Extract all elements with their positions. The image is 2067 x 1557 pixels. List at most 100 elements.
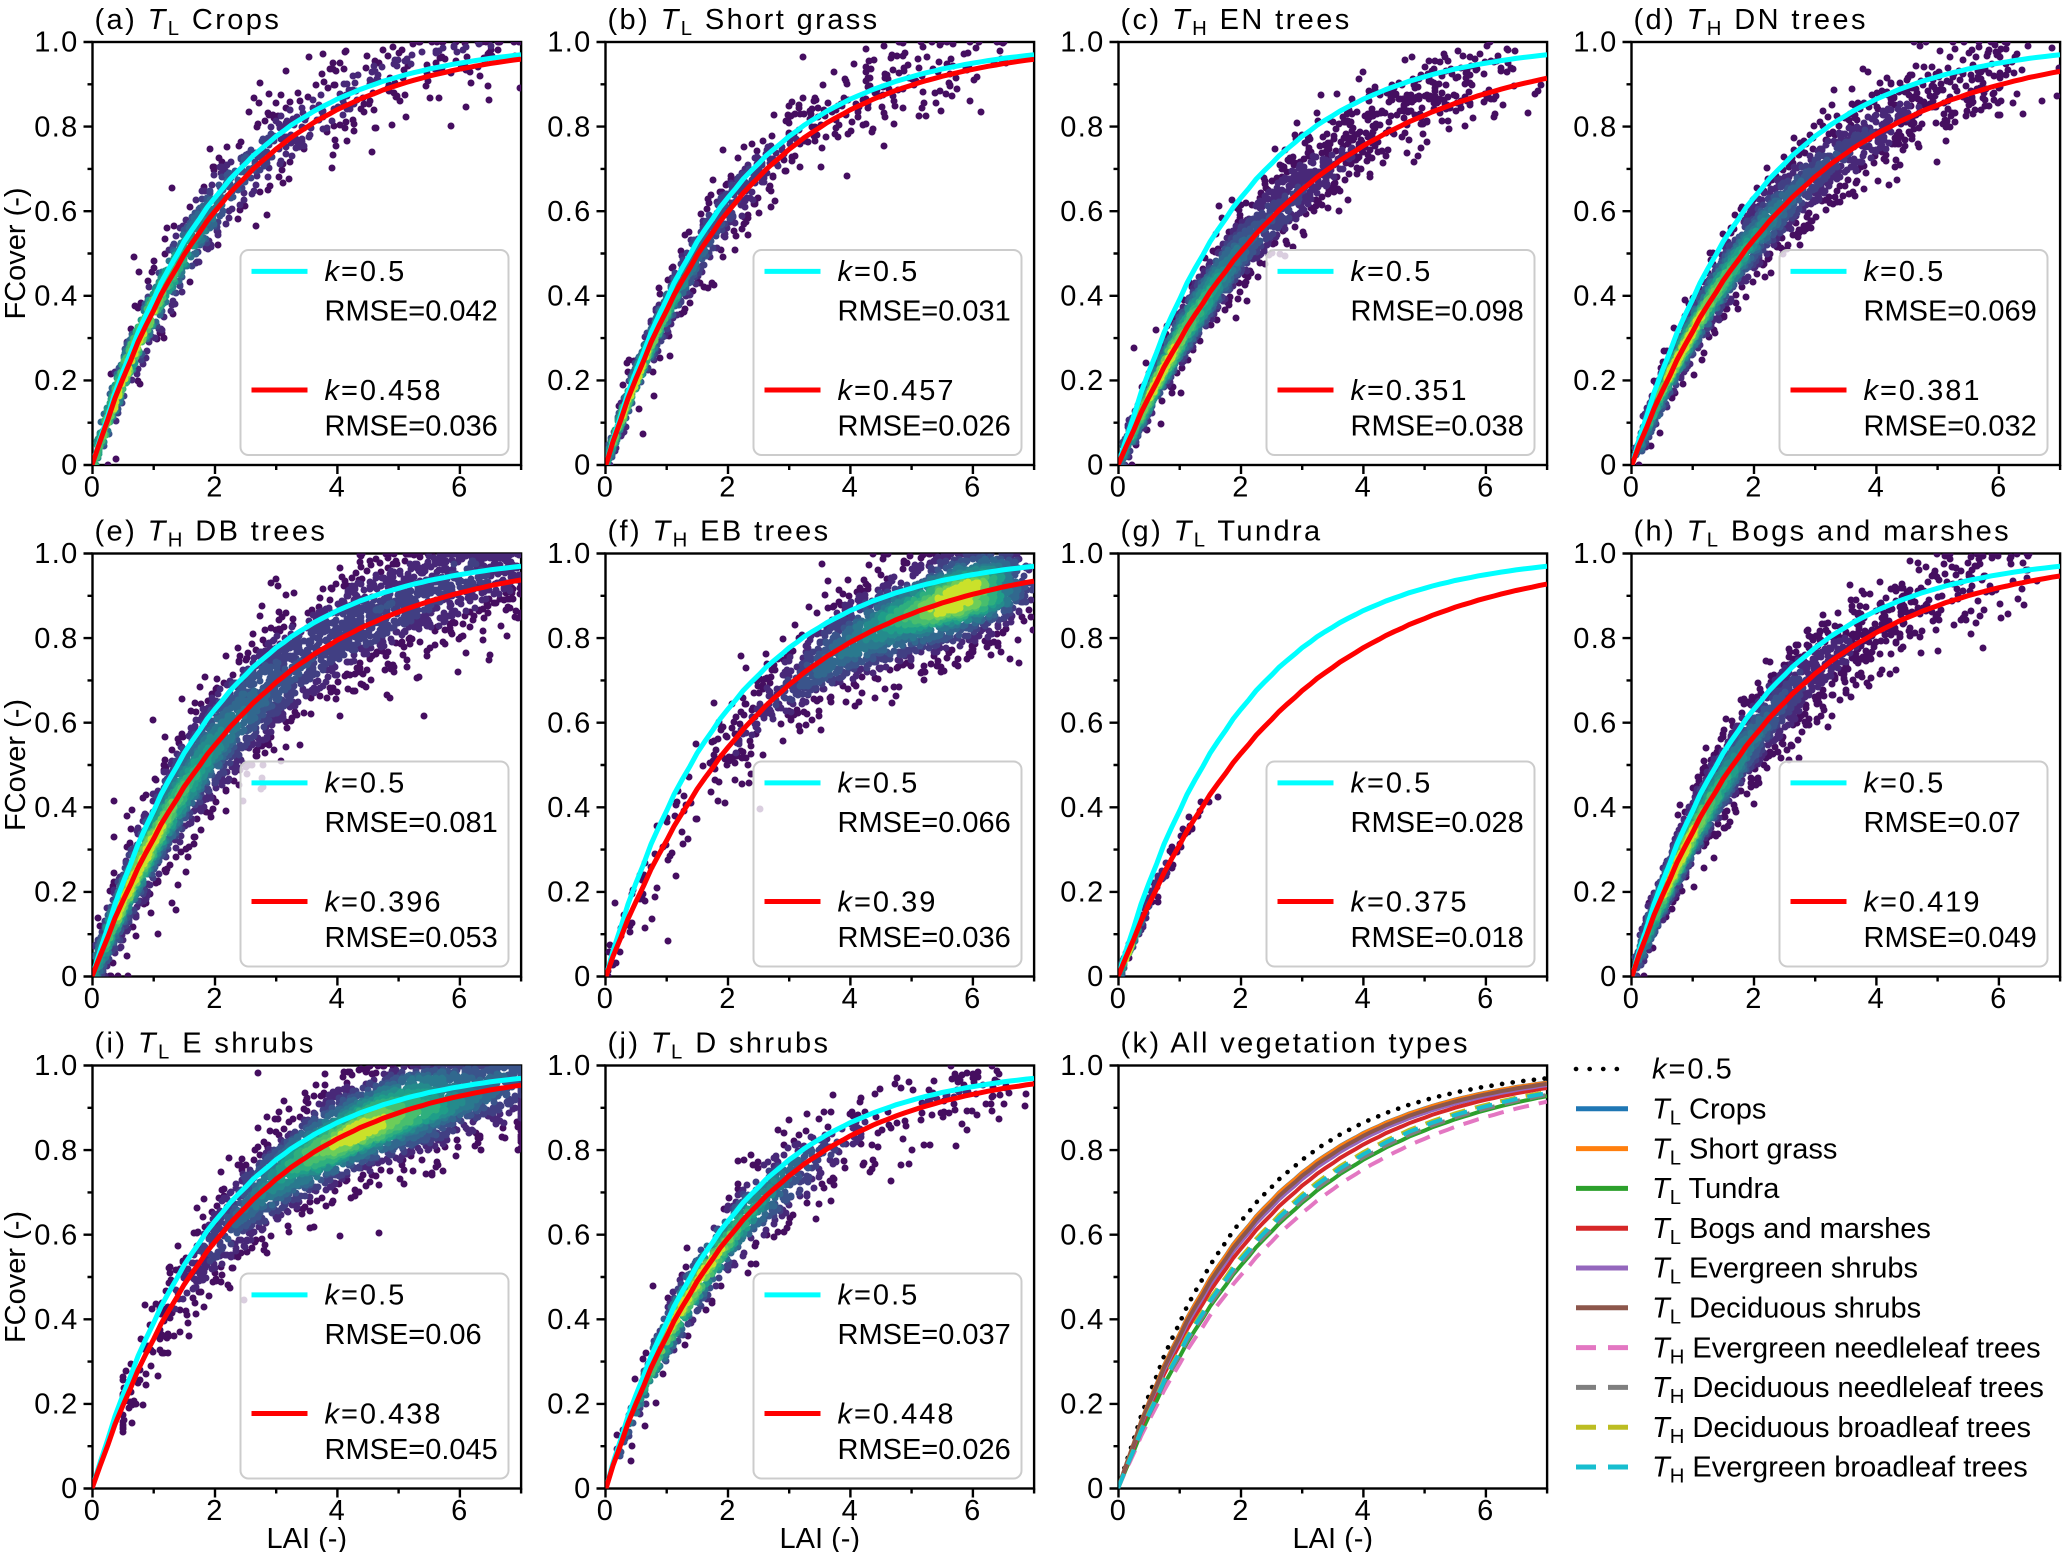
svg-text:0: 0 xyxy=(1110,1495,1127,1527)
svg-text:RMSE=0.042: RMSE=0.042 xyxy=(325,296,498,328)
svg-text:RMSE=0.018: RMSE=0.018 xyxy=(1351,922,1524,954)
svg-text:0: 0 xyxy=(574,450,591,482)
svg-text:0.4: 0.4 xyxy=(1060,1304,1104,1336)
svg-text:6: 6 xyxy=(451,983,468,1015)
svg-text:0: 0 xyxy=(61,961,78,993)
svg-text:FCover (-): FCover (-) xyxy=(0,699,32,831)
svg-text:2: 2 xyxy=(719,1495,736,1527)
svg-text:RMSE=0.036: RMSE=0.036 xyxy=(838,922,1011,954)
svg-text:TL​ Bogs and marshes: TL​ Bogs and marshes xyxy=(1652,1213,1931,1249)
svg-text:0.4: 0.4 xyxy=(34,1304,78,1336)
svg-text:1.0: 1.0 xyxy=(547,538,591,570)
svg-text:TL​ Short grass: TL​ Short grass xyxy=(1652,1133,1837,1169)
svg-text:(i) TL​ E shrubs: (i) TL​ E shrubs xyxy=(95,1028,316,1064)
svg-text:0: 0 xyxy=(597,983,614,1015)
svg-text:TH​ Evergreen needleleaf trees: TH​ Evergreen needleleaf trees xyxy=(1652,1332,2041,1368)
svg-text:2: 2 xyxy=(206,472,223,504)
svg-text:1.0: 1.0 xyxy=(1573,27,1617,59)
svg-text:TL​ Tundra: TL​ Tundra xyxy=(1652,1173,1780,1209)
svg-text:(j) TL​ D shrubs: (j) TL​ D shrubs xyxy=(608,1028,831,1064)
svg-text:0: 0 xyxy=(61,1473,78,1505)
svg-text:0.8: 0.8 xyxy=(547,111,591,143)
svg-text:LAI (-): LAI (-) xyxy=(267,1523,348,1552)
svg-text:LAI (-): LAI (-) xyxy=(780,1523,861,1552)
svg-text:RMSE=0.06: RMSE=0.06 xyxy=(325,1319,482,1351)
svg-text:k=0.351: k=0.351 xyxy=(1351,375,1469,407)
svg-text:0.8: 0.8 xyxy=(547,1135,591,1167)
svg-text:RMSE=0.026: RMSE=0.026 xyxy=(838,1434,1011,1466)
svg-text:4: 4 xyxy=(1868,983,1885,1015)
svg-text:1.0: 1.0 xyxy=(1060,1050,1104,1082)
svg-text:0.2: 0.2 xyxy=(1573,877,1617,909)
svg-text:0: 0 xyxy=(574,961,591,993)
svg-text:RMSE=0.049: RMSE=0.049 xyxy=(1864,922,2037,954)
svg-text:RMSE=0.026: RMSE=0.026 xyxy=(838,411,1011,443)
svg-text:2: 2 xyxy=(1232,472,1249,504)
svg-text:2: 2 xyxy=(1232,1495,1249,1527)
svg-text:(d) TH​ DN trees: (d) TH​ DN trees xyxy=(1634,4,1868,40)
svg-text:k=0.5: k=0.5 xyxy=(325,768,407,800)
svg-text:6: 6 xyxy=(451,1495,468,1527)
svg-text:6: 6 xyxy=(451,472,468,504)
svg-text:0.2: 0.2 xyxy=(1060,365,1104,397)
svg-text:0.2: 0.2 xyxy=(547,365,591,397)
svg-text:RMSE=0.045: RMSE=0.045 xyxy=(325,1434,498,1466)
svg-text:0: 0 xyxy=(61,450,78,482)
svg-text:0: 0 xyxy=(84,1495,101,1527)
svg-text:0.2: 0.2 xyxy=(34,1389,78,1421)
svg-text:2: 2 xyxy=(719,983,736,1015)
svg-text:k=0.5: k=0.5 xyxy=(838,1280,920,1312)
svg-text:1.0: 1.0 xyxy=(547,27,591,59)
svg-text:RMSE=0.066: RMSE=0.066 xyxy=(838,807,1011,839)
svg-text:(c) TH​ EN trees: (c) TH​ EN trees xyxy=(1121,4,1352,40)
svg-text:RMSE=0.069: RMSE=0.069 xyxy=(1864,296,2037,328)
svg-text:TH​ Evergreen broadleaf trees: TH​ Evergreen broadleaf trees xyxy=(1652,1452,2028,1488)
svg-text:0.8: 0.8 xyxy=(34,623,78,655)
svg-text:(b) TL​ Short grass: (b) TL​ Short grass xyxy=(608,4,880,40)
svg-text:0.6: 0.6 xyxy=(34,707,78,739)
svg-text:1.0: 1.0 xyxy=(1573,538,1617,570)
svg-text:(g) TL​ Tundra: (g) TL​ Tundra xyxy=(1121,516,1323,552)
svg-text:0: 0 xyxy=(1600,450,1617,482)
svg-text:0: 0 xyxy=(574,1473,591,1505)
svg-text:0.6: 0.6 xyxy=(547,196,591,228)
svg-text:0.4: 0.4 xyxy=(34,792,78,824)
svg-text:0.4: 0.4 xyxy=(1060,281,1104,313)
svg-text:TH​ Deciduous needleleaf trees: TH​ Deciduous needleleaf trees xyxy=(1652,1372,2044,1408)
svg-text:0: 0 xyxy=(1600,961,1617,993)
svg-text:1.0: 1.0 xyxy=(1060,538,1104,570)
svg-text:k=0.438: k=0.438 xyxy=(325,1399,443,1431)
svg-text:0: 0 xyxy=(1623,983,1640,1015)
svg-text:TL​ Evergreen shrubs: TL​ Evergreen shrubs xyxy=(1652,1253,1918,1289)
svg-text:k=0.5: k=0.5 xyxy=(1351,256,1433,288)
svg-text:k=0.5: k=0.5 xyxy=(325,1280,407,1312)
svg-text:LAI (-): LAI (-) xyxy=(1293,1523,1374,1552)
svg-text:0.4: 0.4 xyxy=(547,281,591,313)
svg-text:2: 2 xyxy=(1232,983,1249,1015)
svg-text:6: 6 xyxy=(964,1495,981,1527)
svg-text:1.0: 1.0 xyxy=(34,27,78,59)
svg-text:0.8: 0.8 xyxy=(1060,111,1104,143)
svg-text:(a) TL​ Crops: (a) TL​ Crops xyxy=(95,4,282,40)
svg-text:k=0.5: k=0.5 xyxy=(1864,256,1946,288)
svg-text:2: 2 xyxy=(1745,472,1762,504)
svg-text:0: 0 xyxy=(1087,1473,1104,1505)
svg-text:4: 4 xyxy=(1355,983,1372,1015)
svg-text:RMSE=0.031: RMSE=0.031 xyxy=(838,296,1011,328)
svg-text:4: 4 xyxy=(842,1495,859,1527)
svg-text:k=0.5: k=0.5 xyxy=(1864,768,1946,800)
svg-text:RMSE=0.07: RMSE=0.07 xyxy=(1864,807,2021,839)
svg-text:0.8: 0.8 xyxy=(34,1135,78,1167)
svg-text:k=0.457: k=0.457 xyxy=(838,375,956,407)
svg-text:0.6: 0.6 xyxy=(547,707,591,739)
svg-text:k=0.458: k=0.458 xyxy=(325,375,443,407)
svg-text:6: 6 xyxy=(1990,983,2007,1015)
svg-text:6: 6 xyxy=(1477,983,1494,1015)
svg-text:RMSE=0.037: RMSE=0.037 xyxy=(838,1319,1011,1351)
svg-text:0.4: 0.4 xyxy=(34,281,78,313)
svg-text:0: 0 xyxy=(84,472,101,504)
svg-text:RMSE=0.038: RMSE=0.038 xyxy=(1351,411,1524,443)
svg-text:0: 0 xyxy=(1623,472,1640,504)
svg-text:TH​ Deciduous broadleaf trees: TH​ Deciduous broadleaf trees xyxy=(1652,1412,2031,1448)
svg-text:RMSE=0.028: RMSE=0.028 xyxy=(1351,807,1524,839)
